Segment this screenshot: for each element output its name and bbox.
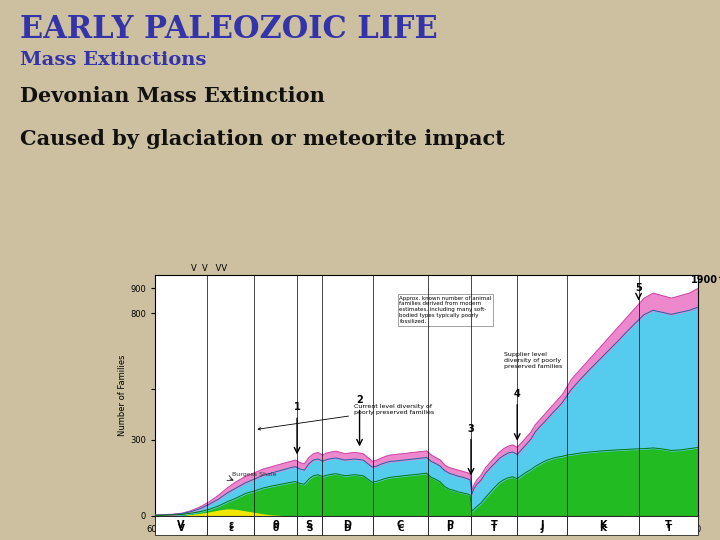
Text: K: K [599,524,606,534]
Text: P: P [446,519,453,530]
Text: C: C [397,519,404,530]
Text: 5: 5 [635,282,642,293]
Bar [639,516,698,535]
Bar [254,516,297,535]
Text: S: S [306,524,312,534]
Bar [297,516,322,535]
Text: Devonian Mass Extinction: Devonian Mass Extinction [20,86,325,106]
Text: D: D [343,524,351,534]
Bar [155,516,207,535]
Bar [254,516,297,534]
Bar [322,516,373,534]
Bar [155,516,207,534]
Bar [567,516,639,535]
Bar [567,516,639,534]
Bar [471,516,517,534]
Text: θ: θ [273,524,279,534]
Text: θ: θ [272,519,279,530]
Bar [373,516,428,534]
Text: J: J [541,519,544,530]
Bar [517,516,567,534]
Y-axis label: Number of Families: Number of Families [118,355,127,436]
X-axis label: Geologic Time (10$^6$ yrs): Geologic Time (10$^6$ yrs) [368,539,485,540]
Text: T: T [491,524,498,534]
Text: T: T [491,519,498,530]
Text: EARLY PALEOZOIC LIFE: EARLY PALEOZOIC LIFE [20,14,438,44]
Text: 1: 1 [294,402,300,413]
Text: K: K [599,519,606,530]
Text: V  V   VV: V V VV [191,264,228,273]
Text: D: D [343,519,351,530]
Text: 3: 3 [467,423,474,434]
Text: Supplier level
diversity of poorly
preserved families: Supplier level diversity of poorly prese… [503,353,562,369]
Text: J: J [541,524,544,534]
Bar [517,516,567,535]
Text: Burgess Shale: Burgess Shale [232,472,276,477]
Text: 1900↑: 1900↑ [691,275,720,285]
Bar [207,516,254,534]
Text: V: V [178,524,184,534]
Bar [322,516,373,535]
Text: S: S [306,519,312,530]
Text: 2: 2 [356,395,363,404]
Bar [471,516,517,535]
Text: Approx. known number of animal
families derived from modern
estimates, including: Approx. known number of animal families … [400,295,492,324]
Bar [428,516,471,535]
Text: T: T [665,524,672,534]
Text: 4: 4 [514,389,521,399]
Bar [207,516,254,535]
Text: Mass Extinctions: Mass Extinctions [20,51,207,69]
Text: T: T [665,519,672,530]
Text: V: V [177,519,185,530]
Text: P: P [446,524,453,534]
Bar [639,516,698,534]
Bar [297,516,322,534]
Text: ε: ε [228,524,233,534]
Bar [373,516,428,535]
Text: C: C [397,524,404,534]
Text: Caused by glaciation or meteorite impact: Caused by glaciation or meteorite impact [20,129,505,148]
Text: Current level diversity of
poorly preserved families: Current level diversity of poorly preser… [258,404,434,430]
Bar [428,516,471,534]
Text: ε: ε [228,519,233,530]
